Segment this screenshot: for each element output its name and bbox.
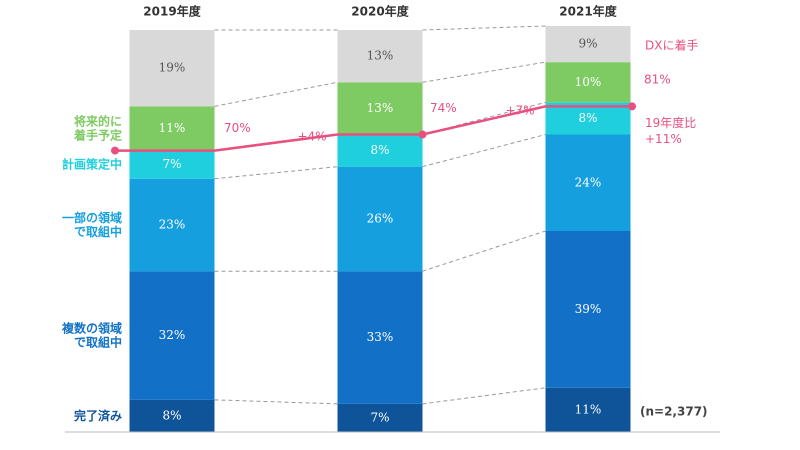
value-label: 13% bbox=[367, 49, 394, 63]
bar-segment bbox=[545, 62, 631, 103]
dx-value-label: 74% bbox=[430, 101, 457, 115]
year-label: 2019年度 bbox=[143, 4, 201, 19]
bar-segment bbox=[129, 271, 215, 400]
dx-value-label: 81% bbox=[644, 73, 671, 87]
value-label: 13% bbox=[367, 101, 394, 115]
value-label: 33% bbox=[367, 330, 394, 344]
bar-segment bbox=[337, 134, 423, 167]
dx-dot bbox=[111, 146, 119, 155]
dx-comparison: 19年度比+11% bbox=[645, 115, 696, 146]
value-label: 19% bbox=[159, 61, 186, 75]
value-label: 11% bbox=[575, 402, 602, 416]
bar-segment bbox=[545, 25, 631, 63]
bar-segment bbox=[337, 166, 423, 272]
bar-segment bbox=[545, 102, 631, 135]
value-label: 8% bbox=[578, 111, 597, 125]
value-label: 23% bbox=[159, 217, 186, 231]
connector bbox=[422, 387, 546, 405]
dx-title: DXに着手 bbox=[645, 38, 698, 53]
dx-line-link bbox=[422, 105, 546, 136]
value-label: 7% bbox=[162, 157, 181, 171]
bar-segment bbox=[337, 82, 423, 135]
dx-dot bbox=[628, 102, 636, 111]
bar-segment bbox=[129, 30, 215, 107]
dx-change: +7% bbox=[505, 104, 534, 118]
series-label: 将来的に着手予定 bbox=[73, 113, 122, 142]
bar-segment bbox=[545, 387, 631, 432]
value-label: 7% bbox=[370, 410, 389, 424]
connector bbox=[422, 230, 546, 272]
value-label: 8% bbox=[162, 408, 181, 422]
bar-segment bbox=[337, 271, 423, 404]
value-label: 39% bbox=[575, 302, 602, 316]
bar-segment bbox=[337, 30, 423, 83]
bar-segment bbox=[129, 178, 215, 272]
dx-value-label: 70% bbox=[224, 121, 251, 135]
connector bbox=[422, 25, 546, 31]
year-label: 2021年度 bbox=[559, 4, 617, 19]
connector bbox=[214, 166, 338, 180]
connector bbox=[422, 61, 546, 83]
bar-segment bbox=[545, 134, 631, 231]
value-label: 8% bbox=[370, 143, 389, 157]
bar-segment bbox=[129, 106, 215, 151]
bar-segment bbox=[129, 150, 215, 179]
bar-segment bbox=[129, 399, 215, 432]
value-label: 24% bbox=[575, 175, 602, 189]
value-label: 9% bbox=[578, 37, 597, 51]
value-label: 32% bbox=[159, 328, 186, 342]
value-label: 26% bbox=[367, 211, 394, 225]
series-label: 完了済み bbox=[74, 407, 122, 422]
dx-dot bbox=[418, 130, 427, 139]
dx-line-link bbox=[214, 133, 338, 152]
connector bbox=[422, 134, 546, 168]
sample-note: (n=2,377) bbox=[640, 405, 708, 419]
connector bbox=[214, 399, 338, 405]
connector bbox=[214, 81, 338, 107]
dx-change: +4% bbox=[297, 130, 326, 144]
bar-segment bbox=[337, 403, 423, 432]
value-label: 10% bbox=[575, 75, 602, 89]
year-label: 2020年度 bbox=[351, 4, 409, 19]
series-label: 複数の領域で取組中 bbox=[61, 320, 122, 349]
bar-segment bbox=[545, 231, 631, 388]
value-label: 11% bbox=[159, 121, 186, 135]
series-label: 一部の領域で取組中 bbox=[62, 209, 122, 238]
series-label: 計画策定中 bbox=[62, 156, 122, 171]
